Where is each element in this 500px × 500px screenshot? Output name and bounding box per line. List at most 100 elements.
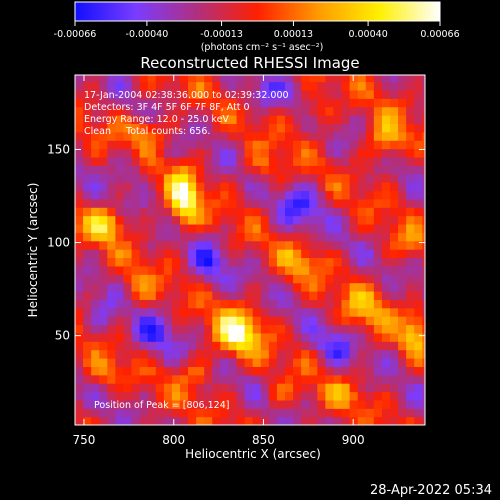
heatmap-cell (220, 215, 230, 225)
heatmap-cell (244, 75, 254, 83)
heatmap-cell (414, 140, 423, 150)
heatmap-cell (317, 274, 326, 284)
heatmap-cell (276, 115, 286, 125)
heatmap-cell (422, 215, 425, 225)
heatmap-cell (381, 349, 391, 359)
heatmap-cell (147, 140, 157, 150)
heatmap-cell (147, 249, 157, 259)
heatmap-cell (341, 232, 351, 242)
heatmap-cell (180, 391, 189, 401)
heatmap-cell (155, 332, 165, 342)
heatmap-cell (349, 265, 359, 275)
heatmap-cell (188, 391, 197, 401)
heatmap-cell (276, 399, 286, 409)
heatmap-cell (212, 81, 221, 91)
heatmap-cell (196, 165, 205, 175)
heatmap-cell (333, 391, 343, 401)
heatmap-cell (196, 374, 205, 384)
heatmap-cell (276, 274, 286, 284)
heatmap-cell (422, 341, 425, 351)
heatmap-cell (99, 274, 108, 284)
heatmap-cell (83, 198, 92, 208)
heatmap-cell (357, 383, 367, 393)
heatmap-cell (293, 307, 302, 317)
heatmap-cell (188, 257, 197, 267)
heatmap-cell (204, 89, 213, 99)
heatmap-cell (285, 115, 294, 125)
heatmap-cell (268, 131, 278, 141)
heatmap-cell (301, 148, 310, 158)
heatmap-cell (341, 182, 351, 192)
heatmap-cell (381, 131, 391, 141)
heatmap-cell (252, 215, 262, 225)
heatmap-cell (188, 240, 197, 250)
heatmap-cell (75, 115, 84, 125)
heatmap-cell (123, 240, 133, 250)
heatmap-cell (414, 165, 423, 175)
heatmap-cell (228, 106, 238, 116)
heatmap-cell (309, 75, 318, 83)
heatmap-cell (309, 341, 318, 351)
heatmap-cell (365, 399, 375, 409)
heatmap-cell (422, 299, 425, 309)
heatmap-cell (75, 391, 84, 401)
heatmap-cell (325, 165, 335, 175)
heatmap-cell (365, 75, 375, 83)
heatmap-cell (236, 207, 246, 217)
heatmap-cell (171, 374, 181, 384)
heatmap-cell (422, 383, 425, 393)
heatmap-cell (196, 357, 205, 367)
heatmap-cell (228, 75, 238, 83)
heatmap-cell (285, 374, 294, 384)
heatmap-cell (244, 316, 254, 326)
heatmap-cell (163, 148, 173, 158)
heatmap-cell (325, 156, 335, 166)
heatmap-cell (131, 165, 141, 175)
heatmap-cell (414, 383, 423, 393)
heatmap-cell (333, 324, 343, 334)
heatmap-cell (390, 324, 399, 334)
heatmap-cell (390, 106, 399, 116)
x-tick-label: 750 (73, 433, 96, 447)
heatmap-cell (115, 391, 125, 401)
heatmap-cell (163, 131, 173, 141)
heatmap-cell (115, 131, 125, 141)
heatmap-cell (99, 341, 108, 351)
heatmap-cell (91, 324, 100, 334)
heatmap-cell (373, 123, 383, 133)
heatmap-cell (309, 165, 318, 175)
heatmap-cell (244, 257, 254, 267)
heatmap-cell (390, 257, 399, 267)
heatmap-cell (180, 215, 189, 225)
heatmap-cell (139, 98, 149, 108)
heatmap-cell (188, 332, 197, 342)
heatmap-cell (390, 366, 399, 376)
heatmap-cell (212, 223, 221, 233)
heatmap-cell (276, 131, 286, 141)
heatmap-cell (341, 416, 351, 425)
heatmap-cell (196, 123, 205, 133)
heatmap-cell (341, 399, 351, 409)
heatmap-cell (301, 115, 310, 125)
heatmap-cell (341, 156, 351, 166)
heatmap-cell (301, 399, 310, 409)
heatmap-cell (188, 81, 197, 91)
heatmap-cell (188, 207, 197, 217)
heatmap-cell (204, 207, 213, 217)
heatmap-cell (341, 257, 351, 267)
heatmap-cell (317, 89, 326, 99)
heatmap-cell (398, 240, 407, 250)
heatmap-cell (196, 341, 205, 351)
heatmap-cell (236, 349, 246, 359)
heatmap-cell (188, 307, 197, 317)
heatmap-cell (212, 165, 221, 175)
heatmap-cell (268, 265, 278, 275)
heatmap-cell (228, 223, 238, 233)
heatmap-cell (357, 274, 367, 284)
heatmap-cell (285, 357, 294, 367)
heatmap-cell (349, 307, 359, 317)
heatmap-cell (91, 131, 100, 141)
heatmap-cell (422, 357, 425, 367)
heatmap-cell (285, 408, 294, 418)
